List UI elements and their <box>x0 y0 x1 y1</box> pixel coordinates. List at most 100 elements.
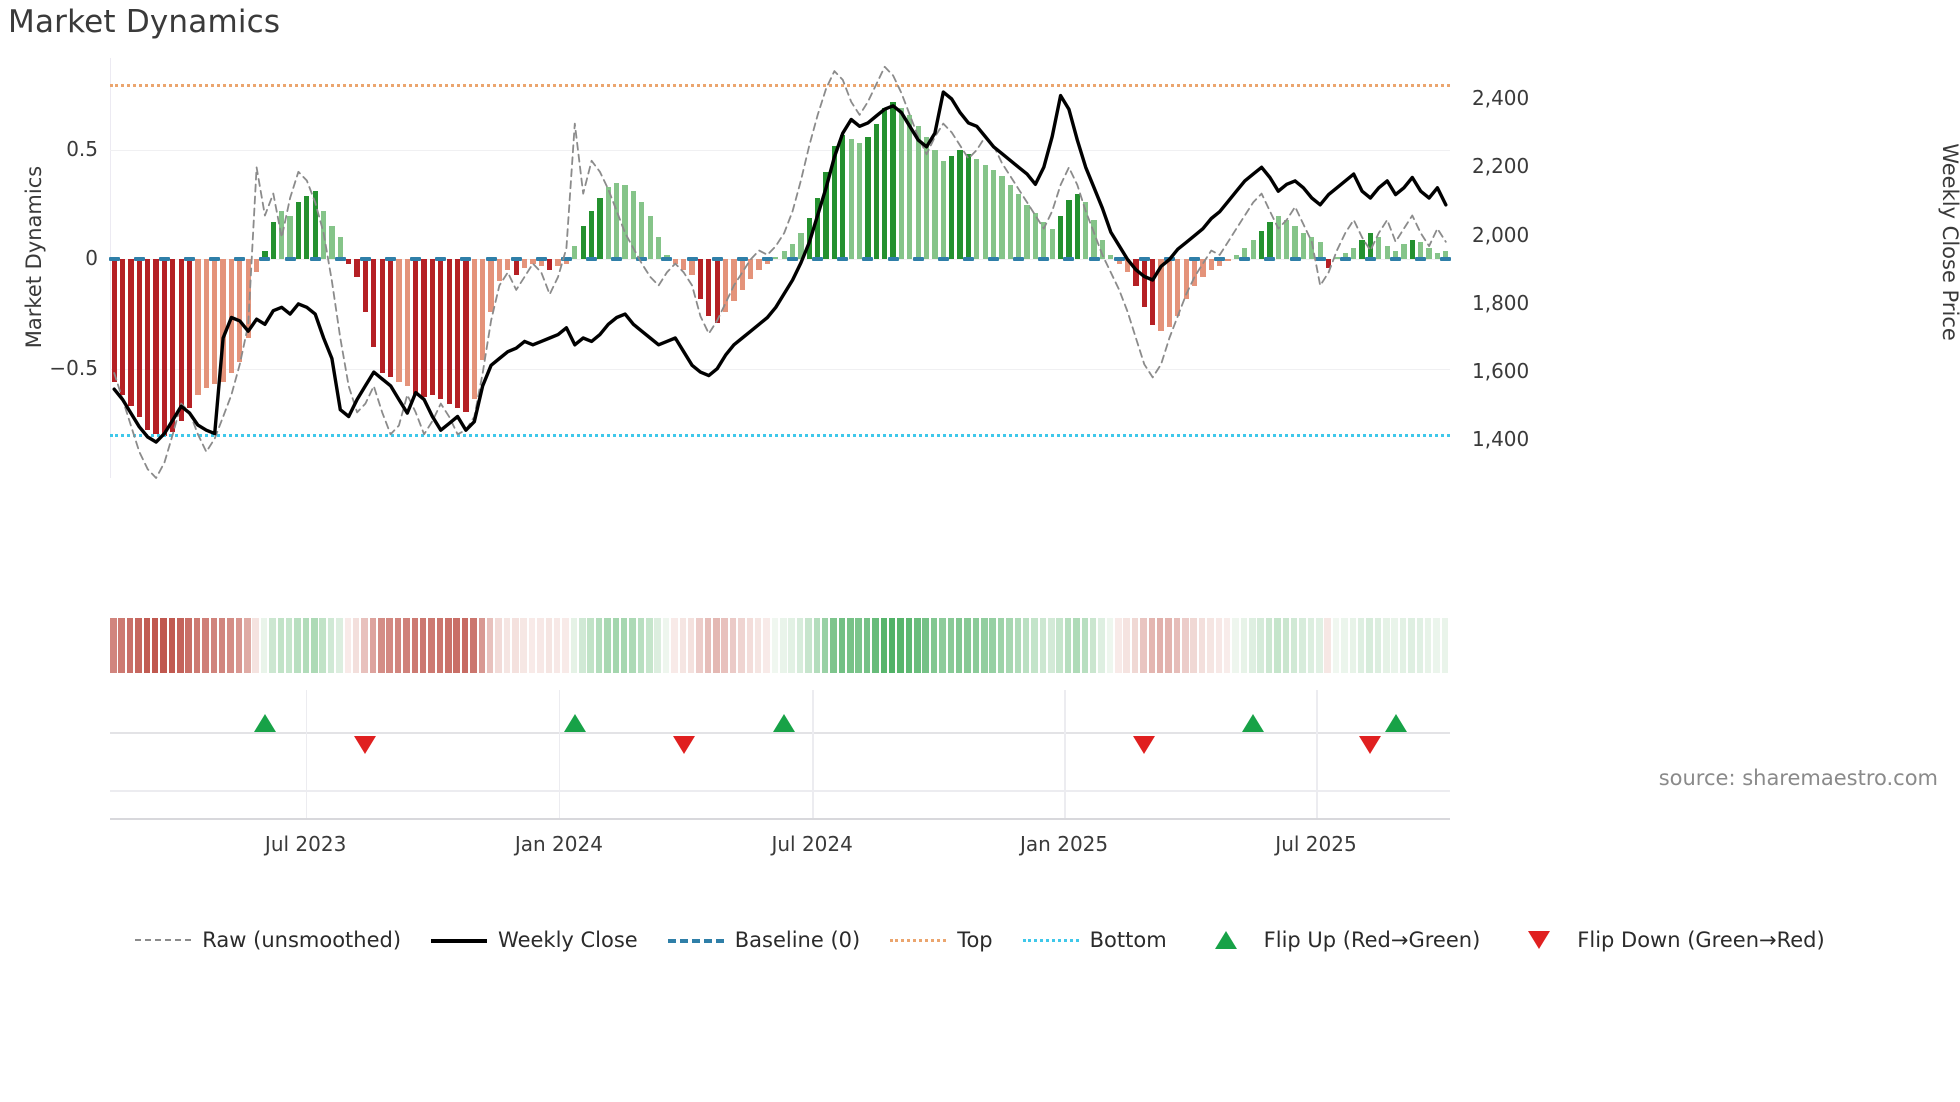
bar <box>488 259 494 312</box>
bar <box>1376 237 1382 260</box>
heatmap-cell <box>411 618 419 673</box>
regime-heatmap-strip <box>110 618 1450 673</box>
bar <box>731 259 737 301</box>
bar <box>1166 259 1173 328</box>
legend-item[interactable]: Weekly Close <box>431 928 638 952</box>
baseline-dash <box>1390 257 1402 262</box>
heatmap-cell <box>386 618 393 673</box>
bar <box>312 191 318 260</box>
baseline-dash <box>636 257 648 262</box>
bar <box>521 259 528 268</box>
heatmap-cell <box>972 618 980 673</box>
heatmap-cell <box>997 618 1005 673</box>
bar <box>764 259 771 264</box>
legend-item[interactable]: Raw (unsmoothed) <box>135 928 401 952</box>
bar <box>186 259 193 408</box>
bar <box>773 257 779 260</box>
flip-up-marker <box>1242 714 1265 732</box>
legend-item[interactable]: Top <box>890 928 993 952</box>
bar <box>890 101 896 260</box>
flip-down-marker <box>1133 736 1156 754</box>
heatmap-cell <box>570 618 578 673</box>
bar <box>672 259 678 264</box>
legend-label: Flip Up (Red→Green) <box>1263 928 1481 952</box>
baseline-dash <box>133 257 145 262</box>
heatmap-cell <box>1207 618 1214 673</box>
heatmap-cell <box>1006 618 1013 673</box>
heatmap-cell <box>595 618 603 673</box>
bar <box>706 259 712 317</box>
baseline-dash <box>912 257 924 262</box>
bar <box>346 259 352 264</box>
bar <box>145 259 151 430</box>
x-tick-label: Jul 2024 <box>771 832 853 856</box>
bar <box>1351 248 1357 260</box>
legend-item[interactable]: Bottom <box>1022 928 1167 952</box>
heatmap-cell <box>1098 618 1105 673</box>
baseline-dash <box>661 257 673 262</box>
baseline-dash <box>560 257 572 262</box>
bottom-reference-line <box>110 434 1450 438</box>
bar <box>572 246 578 260</box>
heatmap-cell <box>1173 618 1181 673</box>
baseline-dash <box>535 257 547 262</box>
heatmap-cell <box>453 618 460 673</box>
bar <box>1426 248 1432 260</box>
baseline-dash <box>485 257 497 262</box>
bar <box>1057 215 1064 260</box>
bar <box>547 259 553 271</box>
heatmap-cell <box>445 618 452 673</box>
legend-item[interactable]: Baseline (0) <box>667 928 860 952</box>
heatmap-cell <box>629 618 636 673</box>
heatmap-cell <box>403 618 410 673</box>
bar <box>1133 259 1139 286</box>
bar <box>1367 233 1374 260</box>
baseline-dash <box>887 257 899 262</box>
bar <box>664 254 670 260</box>
bar <box>438 259 444 400</box>
bar <box>848 138 854 260</box>
heatmap-cell <box>1324 618 1331 673</box>
bar <box>940 160 946 260</box>
heatmap-cell <box>110 618 117 673</box>
heatmap-cell <box>771 618 779 673</box>
heatmap-cell <box>713 618 720 673</box>
source-caption: source: sharemaestro.com <box>1658 766 1938 790</box>
bar <box>1175 259 1181 317</box>
bar <box>840 134 846 260</box>
baseline-dash <box>787 257 799 262</box>
heatmap-cell <box>1433 618 1440 673</box>
x-tick-label: Jul 2023 <box>264 832 347 856</box>
heatmap-cell <box>1424 618 1432 673</box>
bar <box>815 198 821 260</box>
heatmap-cell <box>1265 618 1273 673</box>
baseline-dash <box>761 257 773 262</box>
bar <box>1359 239 1365 260</box>
bar <box>915 125 921 260</box>
marker-rule-lower <box>110 790 1450 792</box>
heatmap-cell <box>1416 618 1424 673</box>
legend-item[interactable]: Flip Up (Red→Green) <box>1197 928 1481 952</box>
heatmap-cell <box>1399 618 1407 673</box>
bar <box>295 202 302 260</box>
bar <box>748 259 754 279</box>
bar <box>1309 237 1315 260</box>
heatmap-cell <box>821 618 829 673</box>
bar <box>898 108 905 260</box>
heatmap-cell <box>470 618 477 673</box>
heatmap-cell <box>880 618 888 673</box>
baseline-dash <box>611 257 623 262</box>
heatmap-cell <box>1274 618 1281 673</box>
bar <box>1083 202 1089 260</box>
legend-item[interactable]: Flip Down (Green→Red) <box>1510 928 1825 952</box>
heatmap-cell <box>503 618 511 673</box>
bar <box>1300 233 1307 260</box>
heatmap-cell <box>1332 618 1340 673</box>
heatmap-cell <box>1131 618 1139 673</box>
heatmap-cell <box>1031 618 1038 673</box>
bar <box>371 259 377 347</box>
chart-legend: Raw (unsmoothed) Weekly Close Baseline (0)… <box>0 928 1960 952</box>
heatmap-cell <box>847 618 854 673</box>
heatmap-cell <box>1073 618 1080 673</box>
heatmap-cell <box>612 618 620 673</box>
